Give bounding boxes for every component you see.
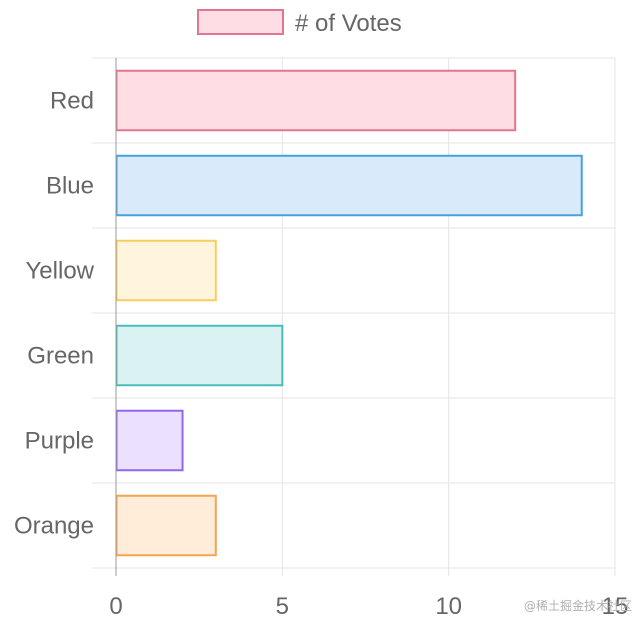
bar-green [115,324,284,387]
x-tick-label: 15 [602,593,629,620]
legend-label: # of Votes [295,10,402,37]
legend[interactable]: # of Votes [197,9,402,37]
bars [115,69,583,557]
grid-lines [92,57,616,576]
bar-yellow [115,239,217,302]
y-tick-label: Blue [46,173,94,200]
bar-blue [115,154,583,217]
y-tick-label: Purple [25,428,94,455]
y-tick-label: Green [27,343,94,370]
y-tick-label: Red [50,88,94,115]
y-tick-label: Yellow [26,258,95,285]
axes: Red Blue Yellow Green Purple Orange 0 5 10 15 [14,58,628,620]
bar-red [115,69,517,132]
bar-orange [115,494,217,557]
legend-swatch [197,9,284,35]
x-tick-label: 0 [109,593,122,620]
y-tick-label: Orange [14,513,94,540]
x-tick-label: 5 [276,593,289,620]
x-tick-label: 10 [435,593,462,620]
watermark: @稀土掘金技术社区 [523,599,632,613]
bar-purple [115,409,184,472]
